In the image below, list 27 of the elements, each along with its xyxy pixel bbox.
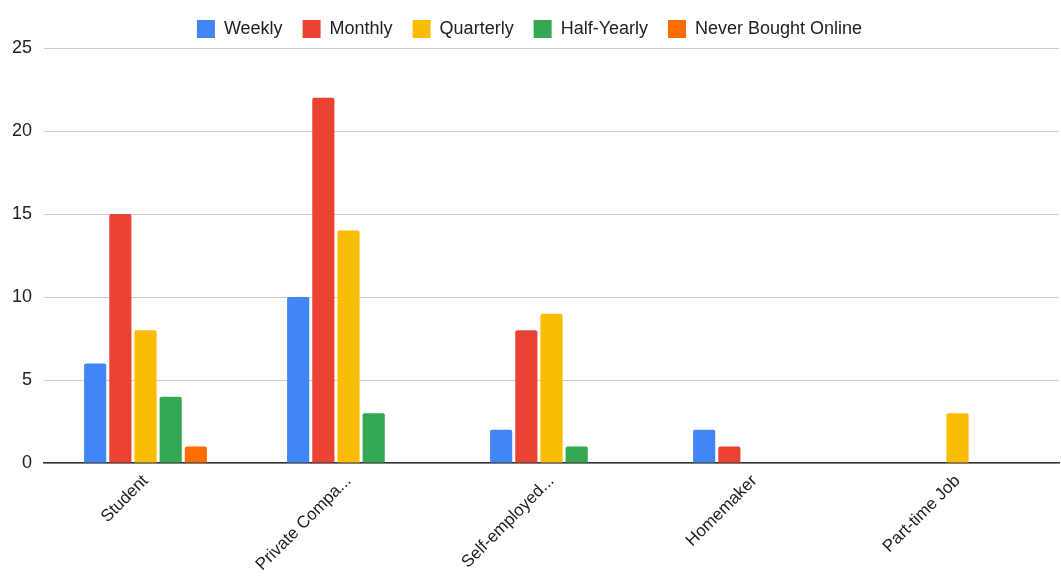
bar <box>287 297 310 463</box>
legend-label: Never Bought Online <box>695 17 863 38</box>
bar <box>490 429 513 463</box>
bar <box>134 330 157 463</box>
legend-label: Quarterly <box>439 17 514 38</box>
y-tick-label: 10 <box>11 286 33 306</box>
y-tick-label: 25 <box>11 36 33 57</box>
bar <box>84 363 107 463</box>
bar <box>718 446 741 463</box>
y-tick-label: 5 <box>22 369 33 390</box>
bar <box>159 396 182 463</box>
bar <box>184 446 207 463</box>
bar <box>946 413 969 463</box>
legend-label: Monthly <box>329 17 393 38</box>
bar <box>362 413 385 463</box>
legend-label: Weekly <box>223 17 283 38</box>
bar <box>693 429 716 463</box>
bar <box>540 313 563 463</box>
bar <box>337 230 360 463</box>
y-tick-label: 15 <box>11 202 33 223</box>
bar <box>565 446 588 463</box>
y-tick-label: 20 <box>11 119 33 140</box>
y-tick-label: 0 <box>22 452 33 473</box>
bar <box>515 330 538 463</box>
bar <box>312 97 335 463</box>
legend-label: Half-Yearly <box>560 17 649 38</box>
bar <box>109 214 132 463</box>
